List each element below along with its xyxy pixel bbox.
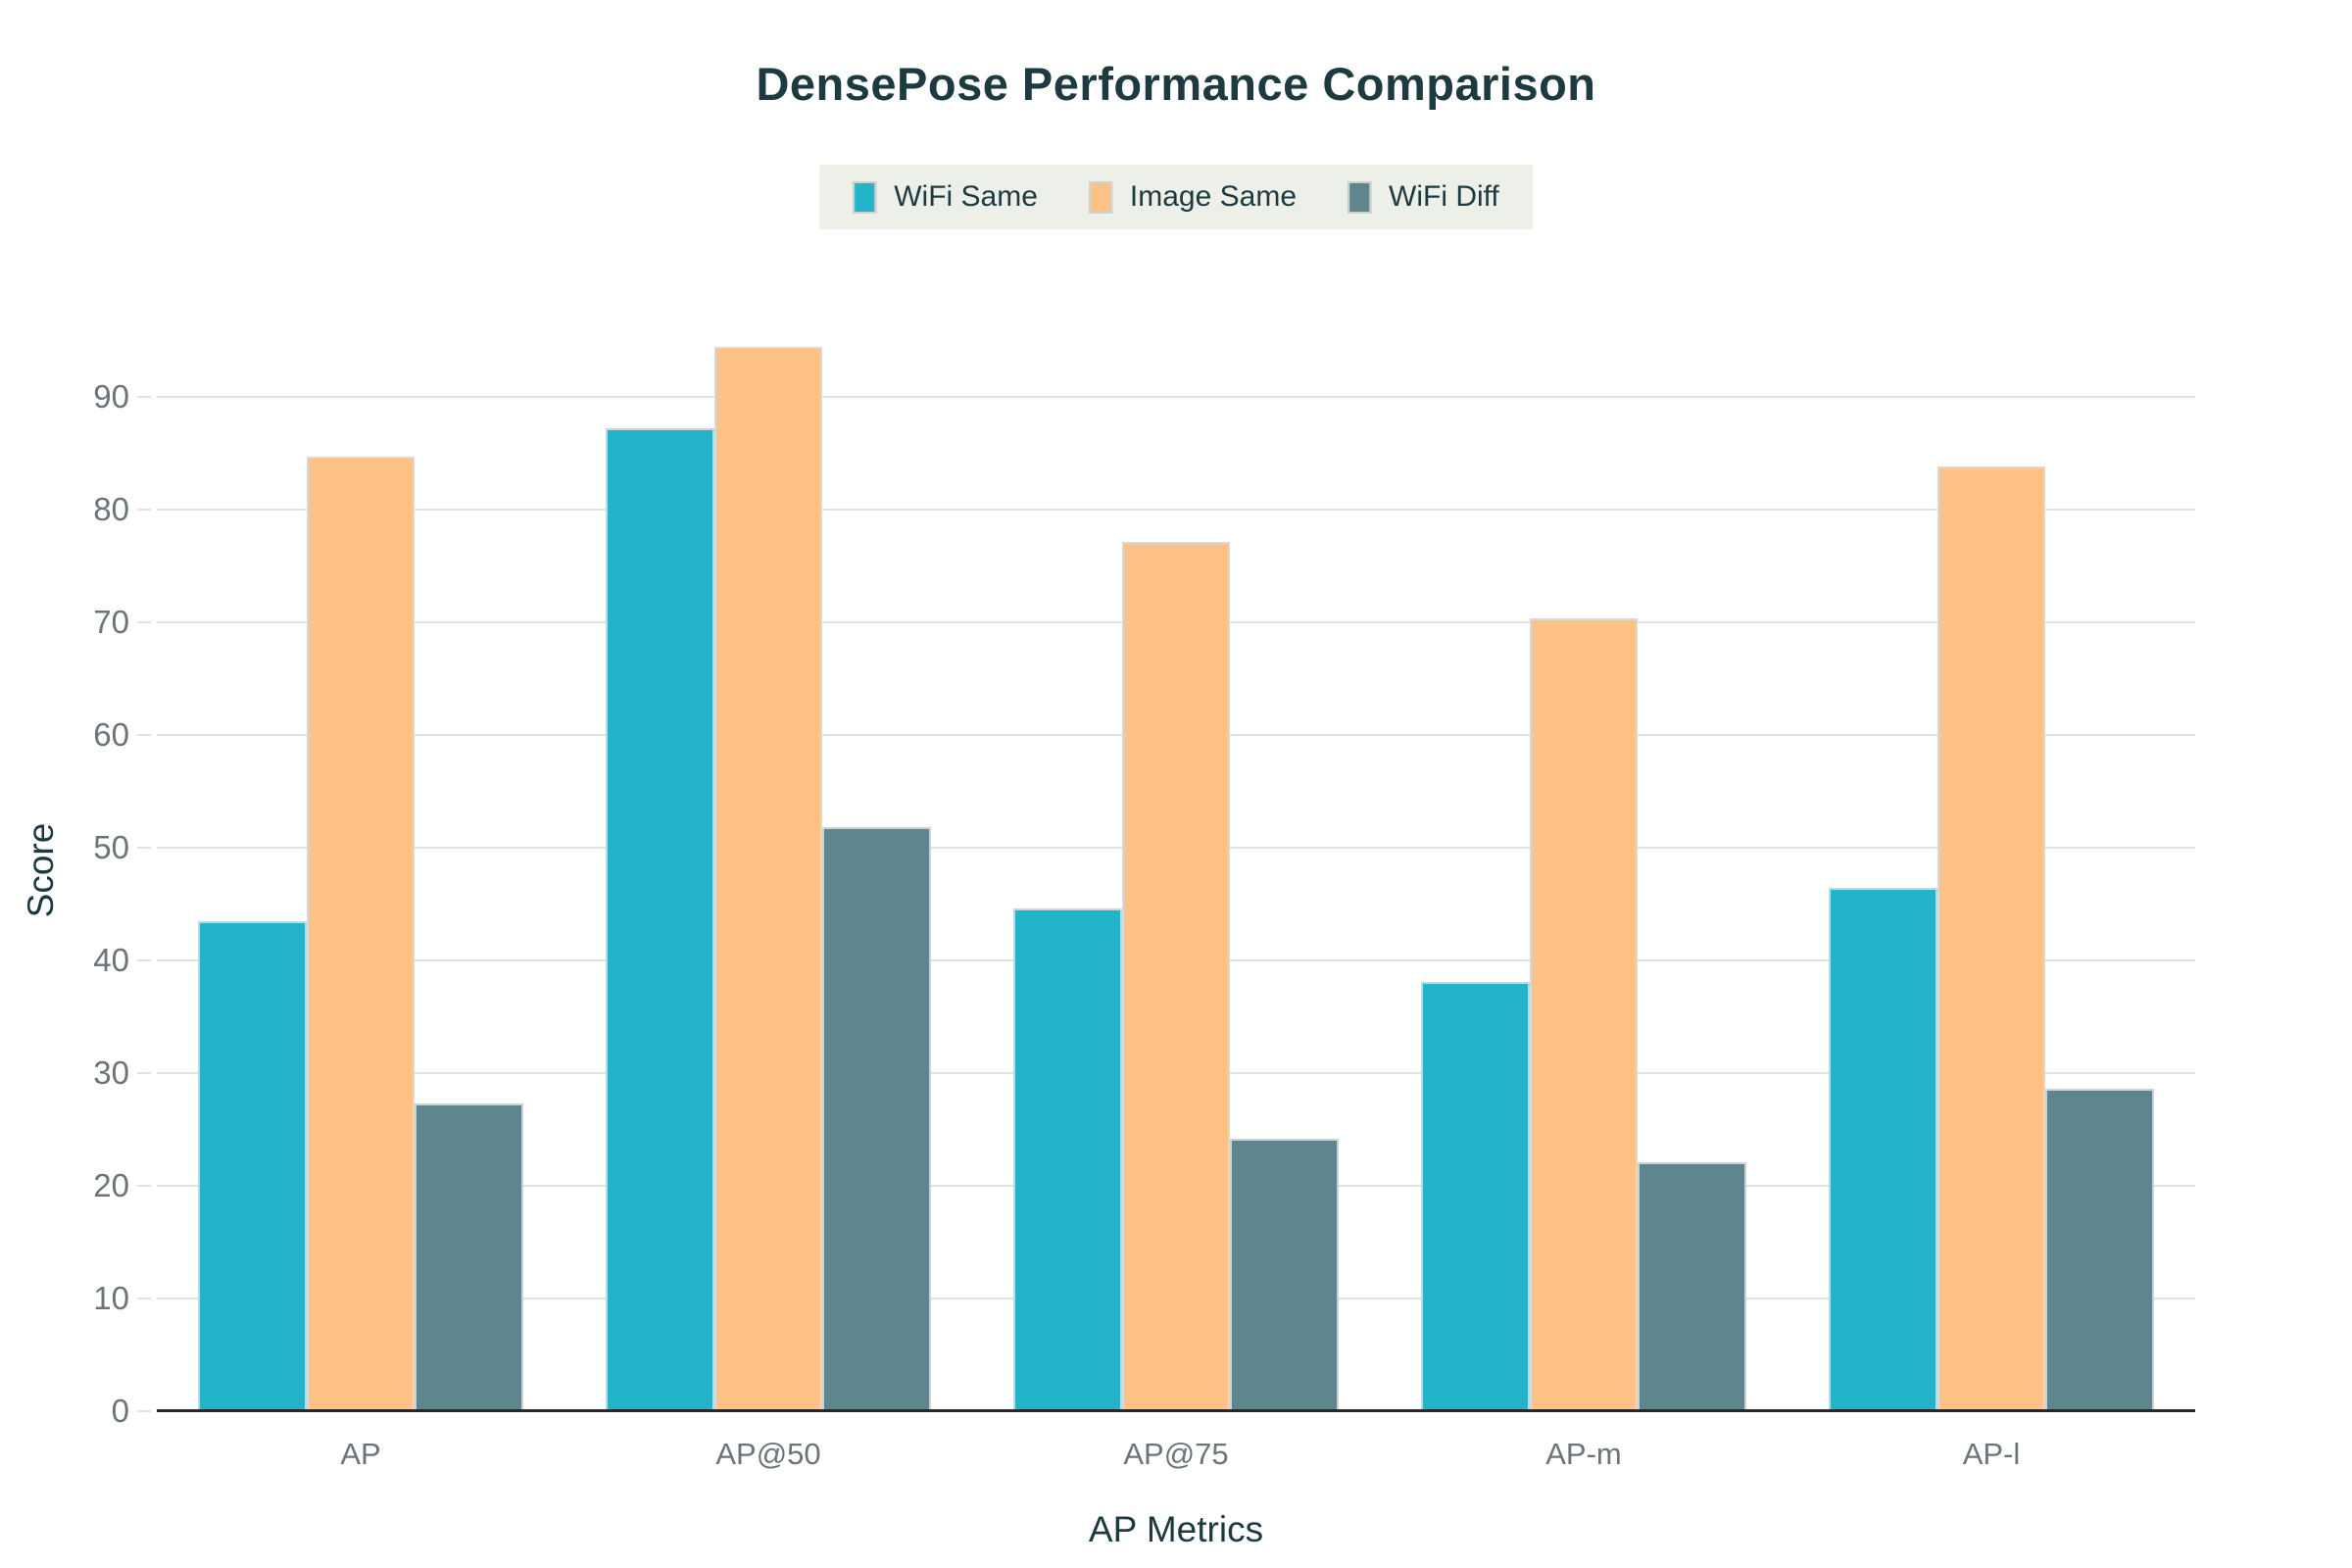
bar-wifi-same-ap-l [1828,888,1937,1409]
bar-image-same-ap-m [1529,618,1639,1409]
y-tick-mark-50 [137,846,151,849]
legend-label: Image Same [1129,180,1298,213]
bar-wifi-diff-ap [415,1102,524,1409]
legend-label: WiFi Diff [1389,180,1499,213]
y-tick-label-70: 70 [93,603,129,640]
bar-wifi-same-ap@50 [605,427,714,1409]
bar-wifi-diff-ap-m [1638,1161,1747,1409]
legend-swatch-icon [1348,180,1372,214]
y-tick-mark-20 [137,1184,151,1187]
legend-swatch-icon [1088,180,1112,214]
bar-image-same-ap@50 [713,346,823,1409]
bar-image-same-ap [306,456,416,1409]
y-tick-label-30: 30 [93,1054,129,1091]
x-axis-title: AP Metrics [1088,1509,1264,1549]
bar-wifi-diff-ap@50 [822,827,932,1409]
legend: WiFi Same Image Same WiFi Diff [819,165,1533,229]
y-tick-mark-10 [137,1297,151,1299]
y-tick-mark-30 [137,1071,151,1074]
y-tick-label-90: 90 [93,377,129,415]
x-tick-label-ap@75: AP@75 [1123,1437,1229,1471]
bar-wifi-same-ap [197,920,307,1409]
bar-wifi-same-ap@75 [1012,907,1122,1409]
bar-wifi-diff-ap@75 [1230,1138,1340,1409]
y-axis-title: Score [21,822,61,918]
bar-image-same-ap-l [1936,466,2046,1409]
y-tick-mark-70 [137,620,151,623]
bar-image-same-ap@75 [1121,541,1231,1409]
y-tick-label-40: 40 [93,941,129,978]
y-tick-mark-0 [137,1410,151,1412]
x-tick-label-ap: AP [340,1437,381,1471]
y-tick-label-50: 50 [93,828,129,865]
gridline-90 [157,395,2195,398]
y-tick-label-0: 0 [111,1393,129,1429]
x-tick-label-ap@50: AP@50 [715,1437,821,1471]
legend-item-wifi-same: WiFi Same [853,180,1038,214]
legend-item-wifi-diff: WiFi Diff [1348,180,1499,214]
y-tick-label-20: 20 [93,1166,129,1203]
chart-title: DensePose Performance Comparison [756,58,1596,110]
gridline-80 [157,508,2195,511]
y-tick-mark-90 [137,395,151,398]
bar-wifi-diff-ap-l [2045,1088,2155,1409]
legend-swatch-icon [853,180,877,214]
x-tick-label-ap-m: AP-m [1545,1437,1622,1471]
y-tick-label-10: 10 [93,1279,129,1316]
bar-wifi-same-ap-m [1420,981,1530,1409]
y-tick-label-80: 80 [93,490,129,527]
y-tick-mark-80 [137,508,151,511]
legend-label: WiFi Same [894,180,1038,213]
y-tick-mark-40 [137,958,151,961]
x-tick-label-ap-l: AP-l [1962,1437,2021,1471]
y-tick-label-60: 60 [93,715,129,753]
y-tick-mark-60 [137,733,151,736]
x-axis-line [157,1409,2195,1412]
legend-item-image-same: Image Same [1088,180,1298,214]
